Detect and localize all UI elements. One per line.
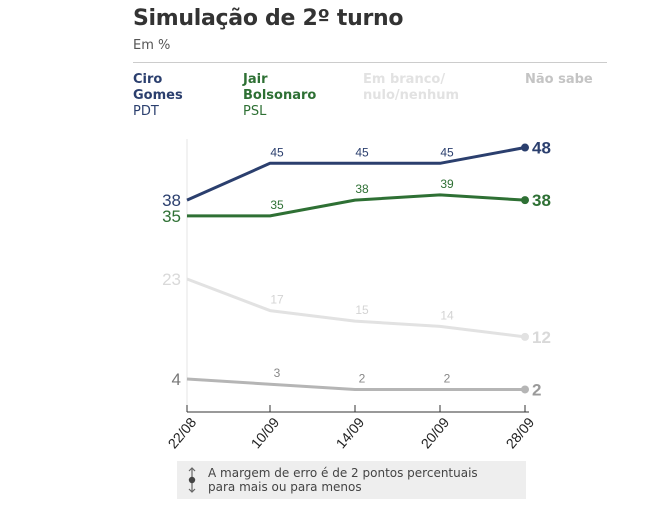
legend-label-bolsonaro: Jair Bolsonaro (243, 72, 317, 103)
series-line-nao-sabe (186, 377, 525, 391)
note-line-1: A margem de erro é de 2 pontos percentua… (208, 466, 478, 480)
x-tick-label: 22/08 (164, 414, 199, 451)
legend-item-branco: Em branco/ nulo/nenhum (363, 72, 459, 104)
data-label-ciro-gomes: 45 (440, 145, 454, 159)
header-divider (133, 62, 607, 63)
end-point-em-branco-nulo-nenhum (521, 332, 529, 341)
data-label-ciro-gomes: 38 (162, 191, 181, 210)
series-line-jair-bolsonaro (187, 193, 526, 218)
data-label-jair-bolsonaro: 38 (532, 191, 551, 210)
legend-label-branco: Em branco/ nulo/nenhum (363, 72, 460, 103)
legend-item-bolsonaro: Jair Bolsonaro PSL (243, 72, 316, 120)
chart-subtitle: Em % (133, 38, 171, 53)
chart-title: Simulação de 2º turno (133, 6, 404, 31)
x-tick-label: 28/09 (502, 414, 537, 451)
data-label-em-branco-nulo-nenhum: 15 (355, 303, 369, 317)
x-tick-label: 10/09 (247, 414, 282, 451)
end-point-nao-sabe (521, 385, 529, 394)
x-tick-label: 14/09 (332, 414, 367, 451)
end-point-jair-bolsonaro (521, 196, 529, 205)
note-line-2: para mais ou para menos (208, 480, 362, 494)
legend-party-ciro: PDT (133, 104, 159, 119)
data-label-em-branco-nulo-nenhum: 17 (270, 293, 284, 307)
legend-label-ciro: Ciro Gomes (133, 72, 183, 103)
data-label-em-branco-nulo-nenhum: 14 (440, 308, 454, 322)
series-line-em-branco-nulo-nenhum (186, 277, 526, 339)
margin-of-error-icon (188, 467, 196, 493)
data-label-jair-bolsonaro: 35 (270, 198, 284, 212)
legend-item-nao-sabe: Não sabe (525, 72, 593, 88)
series-line-ciro-gomes (186, 146, 526, 202)
data-label-nao-sabe: 2 (532, 380, 541, 399)
data-label-nao-sabe: 2 (444, 371, 451, 385)
data-label-em-branco-nulo-nenhum: 23 (162, 270, 181, 289)
margin-of-error-note: A margem de erro é de 2 pontos percentua… (177, 461, 526, 499)
data-label-ciro-gomes: 48 (532, 139, 551, 158)
x-tick-label: 20/09 (417, 414, 452, 451)
data-label-ciro-gomes: 45 (355, 145, 369, 159)
legend-party-bolsonaro: PSL (243, 104, 267, 119)
data-label-nao-sabe: 2 (359, 371, 366, 385)
legend-label-nao-sabe: Não sabe (525, 72, 593, 87)
data-label-em-branco-nulo-nenhum: 12 (532, 328, 551, 347)
end-point-ciro-gomes (521, 143, 529, 152)
legend-item-ciro: Ciro Gomes PDT (133, 72, 183, 120)
data-label-jair-bolsonaro: 39 (440, 177, 454, 191)
data-label-ciro-gomes: 45 (270, 145, 284, 159)
data-label-jair-bolsonaro: 35 (162, 207, 181, 226)
data-label-nao-sabe: 3 (274, 366, 281, 380)
data-label-jair-bolsonaro: 38 (355, 182, 369, 196)
data-label-nao-sabe: 4 (172, 370, 181, 389)
